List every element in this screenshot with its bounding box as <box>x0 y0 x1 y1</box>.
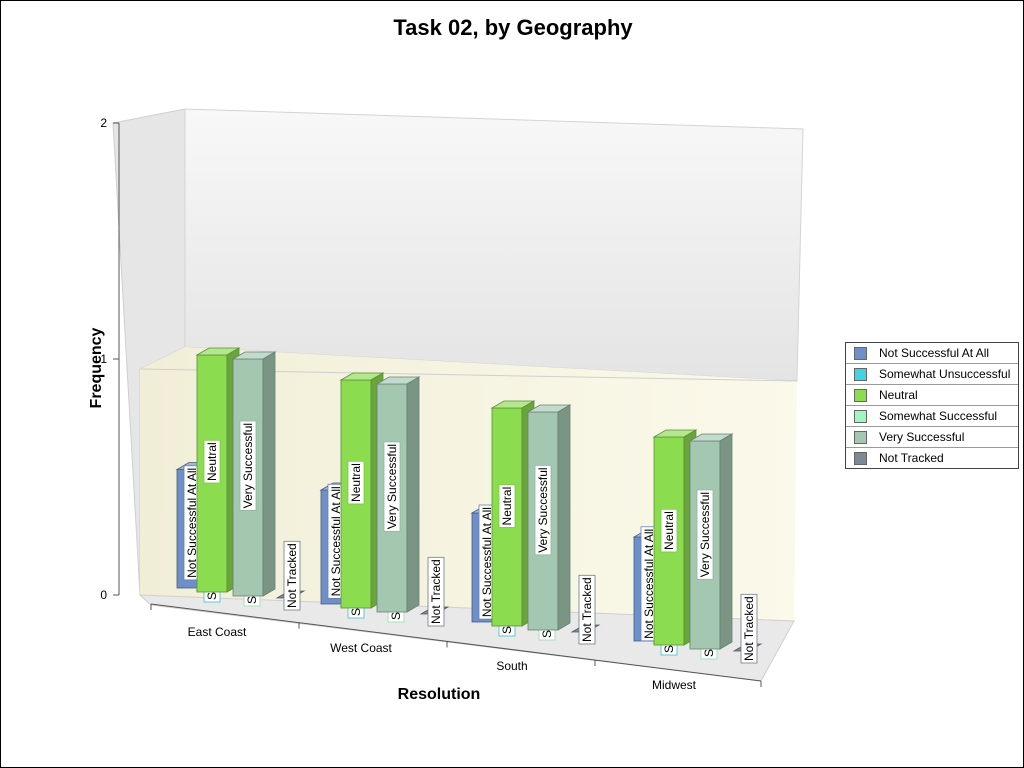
bar-not-tracked: Not Tracked <box>732 593 763 664</box>
legend-swatch <box>854 451 867 465</box>
bar-very-successful: Very Successful <box>231 351 277 597</box>
svg-text:Not Tracked: Not Tracked <box>580 577 594 642</box>
svg-text:Not Successful At All: Not Successful At All <box>185 468 199 578</box>
plot-walls <box>112 108 804 682</box>
svg-text:Not Tracked: Not Tracked <box>742 596 756 661</box>
svg-text:Very Successful: Very Successful <box>536 467 550 552</box>
legend-item: Neutral <box>846 385 1018 406</box>
category-labels: East Coast West Coast South Midwest <box>188 625 697 692</box>
legend-label: Not Tracked <box>879 451 944 465</box>
bar-very-successful: Very Successful <box>526 404 572 631</box>
data-label: Neutral <box>347 460 365 505</box>
legend-swatch <box>854 388 867 402</box>
chart-title: Task 02, by Geography <box>393 15 633 40</box>
y-tick-label: 0 <box>100 588 107 602</box>
legend-item: Not Tracked <box>846 448 1018 468</box>
data-label: Very Successful <box>239 420 257 511</box>
bar-not-tracked: Not Tracked <box>275 540 306 611</box>
bar-not-tracked: Not Tracked <box>570 574 601 645</box>
svg-text:Neutral: Neutral <box>500 487 514 526</box>
legend-label: Neutral <box>879 388 918 402</box>
svg-text:Not Successful At All: Not Successful At All <box>329 486 343 596</box>
y-axis: 0 1 2 <box>100 116 120 602</box>
legend-item: Somewhat Unsuccessful <box>846 364 1018 385</box>
x-tick-label: East Coast <box>188 625 247 639</box>
y-tick-label: 2 <box>100 116 107 130</box>
svg-text:Very Successful: Very Successful <box>241 423 255 508</box>
bar-not-tracked: Not Tracked <box>419 556 450 627</box>
x-tick-label: South <box>496 659 527 673</box>
data-label: Not Successful At All <box>183 465 201 581</box>
x-tick-label: West Coast <box>330 641 392 655</box>
legend-item: Not Successful At All <box>846 343 1018 364</box>
y-axis-title: Frequency <box>88 327 105 408</box>
data-label: Not Successful At All <box>327 483 345 599</box>
data-label: Not Tracked <box>283 540 301 611</box>
svg-text:Not Tracked: Not Tracked <box>429 559 443 624</box>
data-label: Not Successful At All <box>478 504 496 620</box>
legend-swatch <box>854 346 867 360</box>
legend-label: Not Successful At All <box>879 346 990 360</box>
data-label: Very Successful <box>534 465 552 556</box>
svg-text:Neutral: Neutral <box>205 442 219 481</box>
data-label: Neutral <box>498 484 516 528</box>
x-axis <box>150 603 762 687</box>
legend-item: Very Successful <box>846 427 1018 448</box>
legend-item: Somewhat Successful <box>846 406 1018 427</box>
svg-text:Neutral: Neutral <box>349 463 363 502</box>
data-label: Not Tracked <box>578 574 596 645</box>
bar-very-successful: Very Successful <box>688 433 734 650</box>
svg-text:Not Successful At All: Not Successful At All <box>480 507 494 617</box>
legend-swatch <box>854 409 867 423</box>
x-axis-title: Resolution <box>398 686 481 703</box>
x-tick-label: Midwest <box>652 678 697 692</box>
svg-text:Very Successful: Very Successful <box>698 492 712 577</box>
legend: Not Successful At All Somewhat Unsuccessf… <box>845 342 1019 469</box>
legend-label: Somewhat Unsuccessful <box>879 367 1011 381</box>
svg-text:Not Tracked: Not Tracked <box>285 543 299 608</box>
y-tick-label: 1 <box>100 352 107 366</box>
data-label: Very Successful <box>383 441 401 532</box>
legend-label: Somewhat Successful <box>879 409 998 423</box>
legend-label: Very Successful <box>879 430 965 444</box>
svg-text:Very Successful: Very Successful <box>385 444 399 529</box>
legend-swatch <box>854 367 867 381</box>
svg-text:Neutral: Neutral <box>662 511 676 550</box>
data-label: Not Tracked <box>740 593 758 664</box>
data-label: Very Successful <box>696 489 714 580</box>
bar-very-successful: Very Successful <box>375 376 421 613</box>
legend-swatch <box>854 430 867 444</box>
data-label: Not Successful At All <box>640 526 658 642</box>
data-label: Neutral <box>660 508 678 553</box>
svg-text:Not Successful At All: Not Successful At All <box>642 529 656 639</box>
data-label: Neutral <box>203 439 221 484</box>
data-label: Not Tracked <box>427 556 445 627</box>
